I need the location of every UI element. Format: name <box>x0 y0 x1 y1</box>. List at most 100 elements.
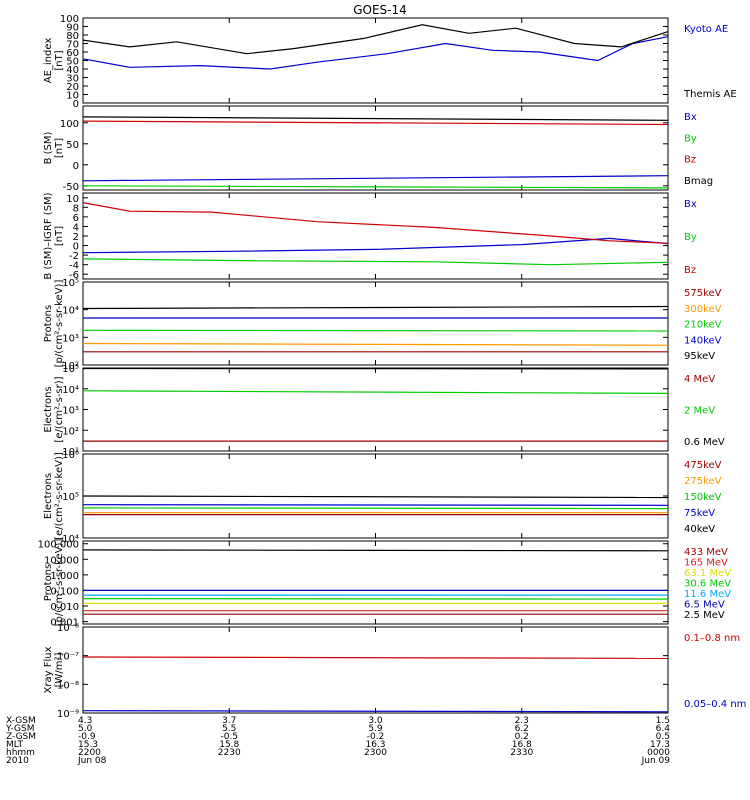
panel-frame <box>82 367 669 452</box>
legend-label: Bmag <box>684 176 713 187</box>
legend-label: Bx <box>684 112 697 123</box>
series-line-3-2 <box>82 258 669 266</box>
footer-value: Jun 09 <box>641 756 671 766</box>
y-tick-label: 10⁵ <box>62 278 79 289</box>
footer-value: 6.2 <box>515 724 529 734</box>
y-tick-label: 10⁻⁶ <box>57 623 79 634</box>
series-line-7-4 <box>82 597 669 600</box>
y-tick-label: -6 <box>69 270 79 281</box>
footer-value: 15.8 <box>219 740 239 750</box>
y-axis-label-line: [e/(cm²-s-sr-keV)] <box>54 452 65 540</box>
footer-value: 0.2 <box>515 732 529 742</box>
legend-label: 95keV <box>684 351 715 362</box>
y-tick-label: 90 <box>66 23 79 34</box>
footer-row-label: X-GSM <box>6 716 36 726</box>
legend-label: Kyoto AE <box>684 24 728 35</box>
y-axis-label: AE_index[nT] <box>43 38 65 84</box>
legend-label: 63.1 MeV <box>684 568 731 579</box>
legend-label: 0.05–0.4 nm <box>684 699 746 710</box>
footer-value: 2230 <box>218 748 241 758</box>
legend-label: 30.6 MeV <box>684 579 731 590</box>
y-tick-label: 4 <box>73 222 79 233</box>
footer-value: 1.5 <box>656 716 670 726</box>
footer-row-label: MLT <box>6 740 24 750</box>
legend-label: 11.6 MeV <box>684 589 731 600</box>
y-tick-label: 10⁴ <box>62 306 79 317</box>
y-tick-label: 10¹ <box>62 447 79 458</box>
y-tick-label: 1.000 <box>50 571 79 582</box>
y-tick-label: 30 <box>66 74 79 85</box>
footer-value: Jun 08 <box>77 756 107 766</box>
legend-label: 40keV <box>684 524 715 535</box>
legend-label: 0.1–0.8 nm <box>684 633 740 644</box>
legend-label: 4 MeV <box>684 374 715 385</box>
footer-value: 2330 <box>510 748 533 758</box>
panel-frame <box>82 192 669 280</box>
footer-row-label: 2010 <box>6 756 29 766</box>
y-axis-label-line: [nT] <box>54 50 65 70</box>
y-tick-label: 10⁵ <box>62 492 79 503</box>
footer-value: -0.2 <box>367 732 385 742</box>
series-line-2-4 <box>82 116 669 121</box>
series-line-8-2 <box>82 710 669 713</box>
series-line-6-5 <box>82 495 669 499</box>
y-tick-label: 10⁴ <box>62 385 79 396</box>
panel-frame <box>82 17 669 104</box>
legend-label: 210keV <box>684 320 722 331</box>
legend-label: 2 MeV <box>684 406 715 417</box>
legend-label: 575keV <box>684 288 722 299</box>
footer-value: 2.3 <box>515 716 529 726</box>
series-line-2-2 <box>82 185 669 189</box>
legend-label: 140keV <box>684 335 722 346</box>
series-line-5-2 <box>82 390 669 394</box>
y-tick-label: -50 <box>63 182 79 193</box>
legend-label: Bz <box>684 265 696 276</box>
footer-value: 0000 <box>647 748 670 758</box>
series-line-6-4 <box>82 504 669 506</box>
y-tick-label: 2 <box>73 232 79 243</box>
y-axis-label-line: AE_index <box>43 38 54 84</box>
y-tick-label: 60 <box>66 48 79 59</box>
series-line-3-1 <box>82 237 669 254</box>
y-tick-label: 10 <box>66 194 79 205</box>
footer-value: 0.5 <box>656 732 670 742</box>
y-tick-label: 10³ <box>62 333 79 344</box>
y-axis-label-line: [nT] <box>54 226 65 246</box>
y-tick-label: 10 <box>66 91 79 102</box>
series-line-4-2 <box>82 342 669 346</box>
legend-label: 75keV <box>684 508 715 519</box>
footer-value: 15.3 <box>78 740 98 750</box>
y-tick-label: 0 <box>73 99 79 110</box>
panel-frame <box>82 626 669 714</box>
footer-value: 6.4 <box>656 724 671 734</box>
footer-row-label: Z-GSM <box>6 732 36 742</box>
legend-label: Bz <box>684 155 696 166</box>
y-tick-label: 10.000 <box>44 555 79 566</box>
footer-value: 5.0 <box>78 724 93 734</box>
series-line-2-1 <box>82 175 669 182</box>
series-line-7-7 <box>82 549 669 552</box>
y-axis-label-line: Electrons <box>43 386 54 432</box>
legend-label: 300keV <box>684 304 722 315</box>
y-tick-label: 100 <box>60 14 79 25</box>
y-axis-label-line: [e/(cm²-s-sr)] <box>54 376 65 442</box>
legend-label: 150keV <box>684 492 722 503</box>
footer-row-label: hhmm <box>6 748 35 758</box>
y-tick-label: 10⁶ <box>62 450 79 461</box>
y-axis-label: Electrons[e/(cm²-s-sr)] <box>43 376 65 442</box>
y-tick-label: 8 <box>73 203 79 214</box>
legend-label: 475keV <box>684 460 722 471</box>
y-tick-label: 20 <box>66 82 79 93</box>
y-tick-label: 10⁵ <box>62 364 79 375</box>
series-line-3-3 <box>82 202 669 244</box>
chart-title: GOES-14 <box>353 3 407 17</box>
y-tick-label: 10⁴ <box>62 534 79 545</box>
footer-value: 4.3 <box>78 716 92 726</box>
y-axis-label-line: Protons <box>43 564 54 601</box>
